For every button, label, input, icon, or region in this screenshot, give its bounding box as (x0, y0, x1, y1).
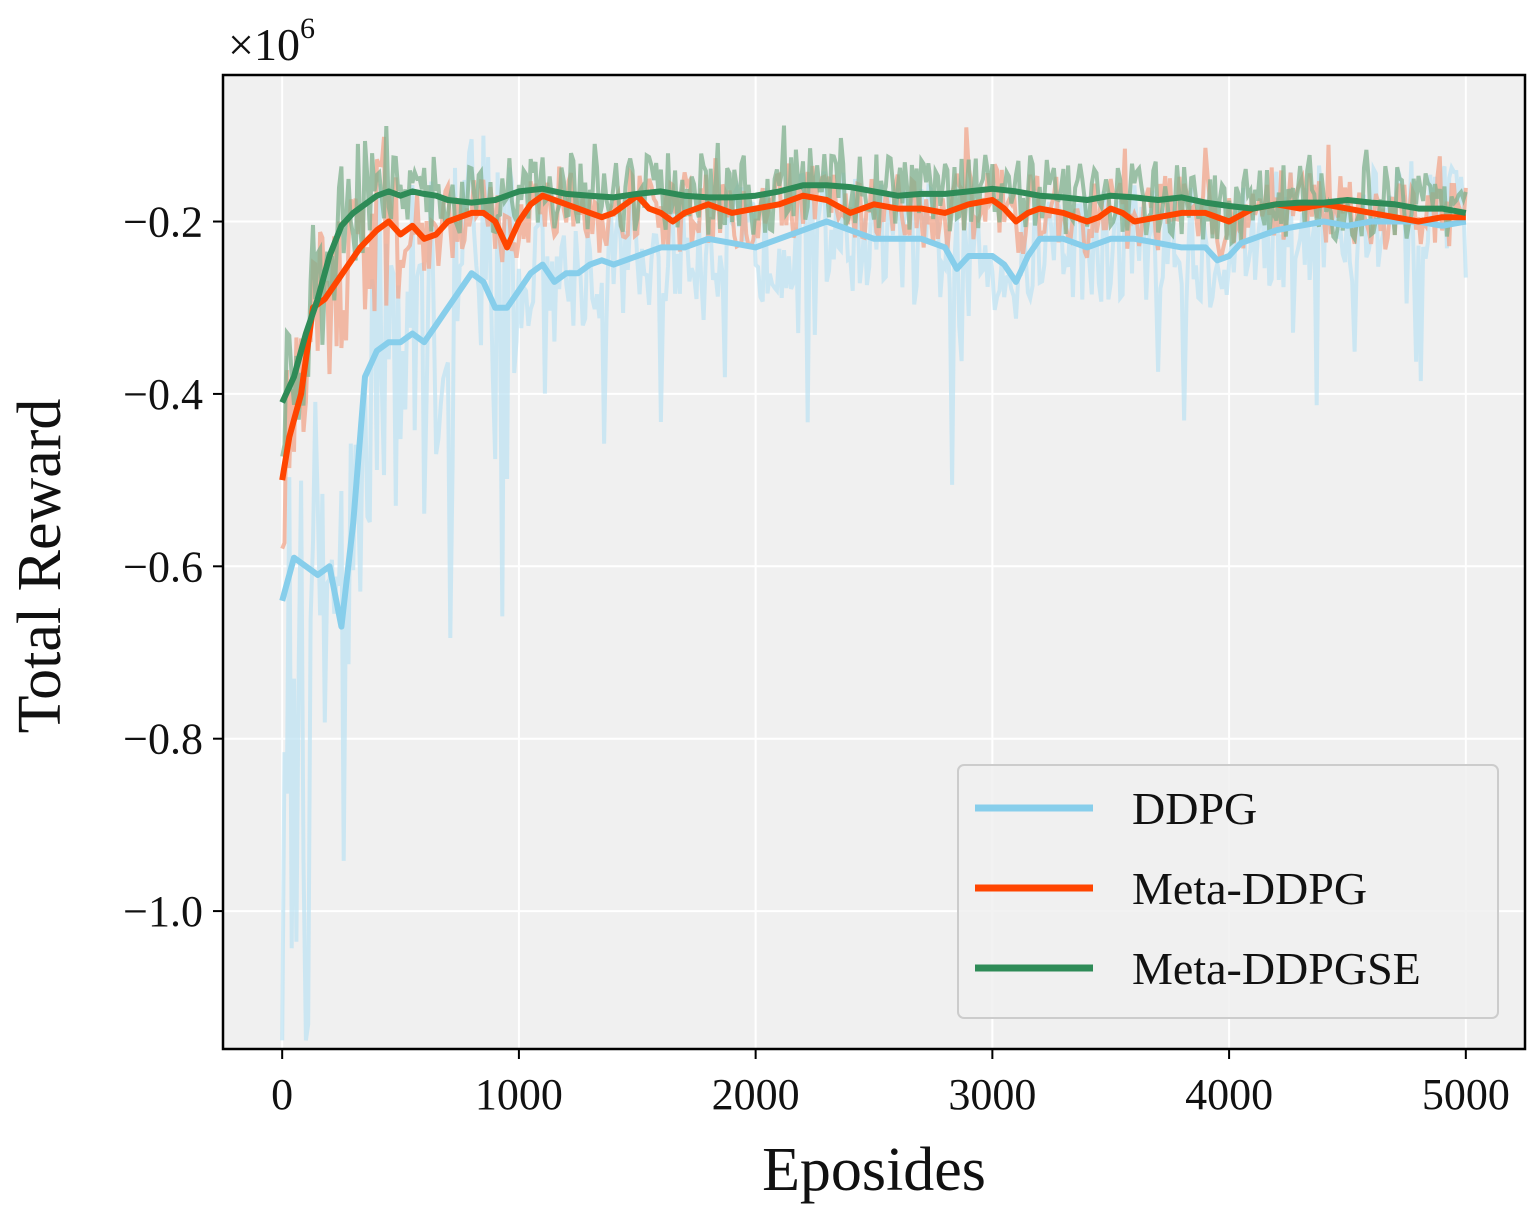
y-offset-label: ×106 (228, 12, 315, 70)
y-offset-exponent: 6 (300, 12, 315, 45)
raw-line-meta-ddpgse (280, 125, 1468, 457)
legend-box (957, 764, 1499, 1019)
legend-label-ddpg: DDPG (1132, 783, 1257, 834)
y-tick-label: −0.2 (123, 198, 203, 247)
y-offset-base: ×10 (228, 19, 300, 70)
x-tick-label: 5000 (1422, 1070, 1510, 1119)
y-axis-title: Total Reward (6, 399, 74, 734)
x-tick-label: 4000 (1185, 1070, 1273, 1119)
plot-frame (221, 73, 1527, 1051)
x-axis-title: Eposides (762, 1136, 986, 1204)
y-tick-label: −1.0 (123, 887, 203, 936)
y-tick-label: −0.8 (123, 715, 203, 764)
y-axis-ticks: −1.0 −0.8 −0.6 −0.4 −0.2 (123, 198, 223, 936)
y-tick-label: −0.6 (123, 542, 203, 591)
smoothed-series-layer (279, 182, 1467, 630)
legend-label-meta-ddpgse: Meta-DDPGSE (1132, 943, 1421, 994)
x-tick-label: 2000 (712, 1070, 800, 1119)
x-tick-label: 0 (271, 1070, 293, 1119)
smoothed-line-ddpg (279, 218, 1467, 630)
y-tick-label: −0.4 (123, 370, 203, 419)
x-tick-label: 1000 (475, 1070, 563, 1119)
smoothed-line-meta-ddpg (279, 192, 1466, 481)
smoothed-line-meta-ddpgse (279, 182, 1467, 404)
x-tick-label: 3000 (948, 1070, 1036, 1119)
x-axis-ticks: 0 1000 2000 3000 4000 5000 (271, 1049, 1510, 1119)
legend-label-meta-ddpg: Meta-DDPG (1132, 863, 1367, 914)
legend: DDPG Meta-DDPG Meta-DDPGSE (957, 764, 1499, 1019)
